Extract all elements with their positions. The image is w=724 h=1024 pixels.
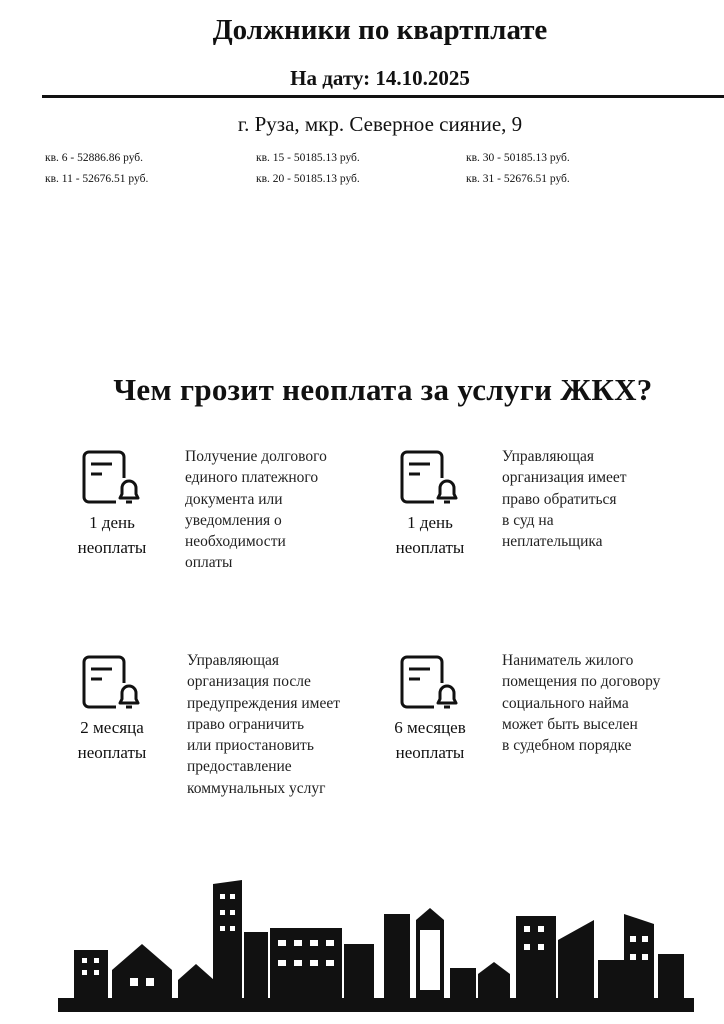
- page-title: Должники по квартплате: [212, 14, 548, 46]
- document-bell-icon: [400, 655, 460, 711]
- text-line: помещения по договору: [502, 673, 661, 691]
- document-bell-icon: [82, 450, 142, 506]
- city-skyline-illustration: [58, 880, 694, 1012]
- info-heading: Чем грозит неоплата за услуги ЖКХ?: [113, 372, 653, 407]
- overdue-period: 1 день неоплаты: [57, 510, 167, 560]
- consequence-text: Получение долгового единого платежного док…: [185, 446, 327, 574]
- text-line: единого платежного: [185, 469, 319, 487]
- debtor-entry: кв. 15 - 50185.13 руб.: [256, 152, 360, 164]
- text-line: в суд на: [502, 511, 554, 529]
- debtor-entry: кв. 11 - 52676.51 руб.: [45, 173, 149, 185]
- text-line: документа или: [185, 490, 283, 508]
- text-line: коммунальных услуг: [187, 779, 326, 797]
- report-date: На дату: 14.10.2025: [290, 66, 470, 90]
- period-unit: неоплаты: [395, 743, 465, 762]
- period-label: 6 месяцев: [394, 718, 466, 737]
- text-line: неплательщика: [502, 533, 603, 551]
- text-line: может быть выселен: [502, 715, 638, 733]
- consequence-text: Наниматель жилого помещения по договору со…: [502, 650, 660, 756]
- text-line: Управляющая: [187, 652, 280, 669]
- text-line: предупреждения имеет: [187, 694, 340, 712]
- period-unit: неоплаты: [77, 743, 147, 762]
- address: г. Руза, мкр. Северное сияние, 9: [237, 112, 523, 136]
- overdue-period: 6 месяцев неоплаты: [375, 715, 485, 765]
- text-line: организация имеет: [502, 469, 627, 487]
- period-unit: неоплаты: [395, 538, 465, 557]
- consequence-text: Управляющая организация имеет право обрати…: [502, 446, 627, 552]
- text-line: право обратиться: [502, 490, 617, 508]
- debtor-entry: кв. 20 - 50185.13 руб.: [256, 173, 360, 185]
- text-line: Управляющая: [502, 448, 595, 465]
- text-line: право ограничить: [187, 715, 305, 733]
- document-bell-icon: [82, 655, 142, 711]
- text-line: Получение долгового: [185, 448, 327, 465]
- text-line: или приостановить: [187, 737, 314, 755]
- text-line: предоставление: [187, 758, 292, 776]
- debtor-entry: кв. 30 - 50185.13 руб.: [466, 152, 570, 164]
- text-line: Наниматель жилого: [502, 652, 634, 669]
- text-line: необходимости: [185, 533, 286, 551]
- period-label: 1 день: [89, 513, 135, 532]
- debtor-entry: кв. 31 - 52676.51 руб.: [466, 173, 570, 185]
- period-label: 1 день: [407, 513, 453, 532]
- text-line: уведомления о: [185, 511, 282, 529]
- text-line: социального найма: [502, 694, 629, 712]
- overdue-period: 2 месяца неоплаты: [57, 715, 167, 765]
- document-bell-icon: [400, 450, 460, 506]
- period-unit: неоплаты: [77, 538, 147, 557]
- text-line: оплаты: [185, 554, 233, 572]
- consequence-text: Управляющая организация после предупрежден…: [187, 650, 340, 799]
- period-label: 2 месяца: [80, 718, 144, 737]
- text-line: организация после: [187, 673, 311, 691]
- text-line: в судебном порядке: [502, 737, 632, 755]
- debtor-entry: кв. 6 - 52886.86 руб.: [45, 152, 144, 164]
- overdue-period: 1 день неоплаты: [375, 510, 485, 560]
- divider: [42, 95, 724, 98]
